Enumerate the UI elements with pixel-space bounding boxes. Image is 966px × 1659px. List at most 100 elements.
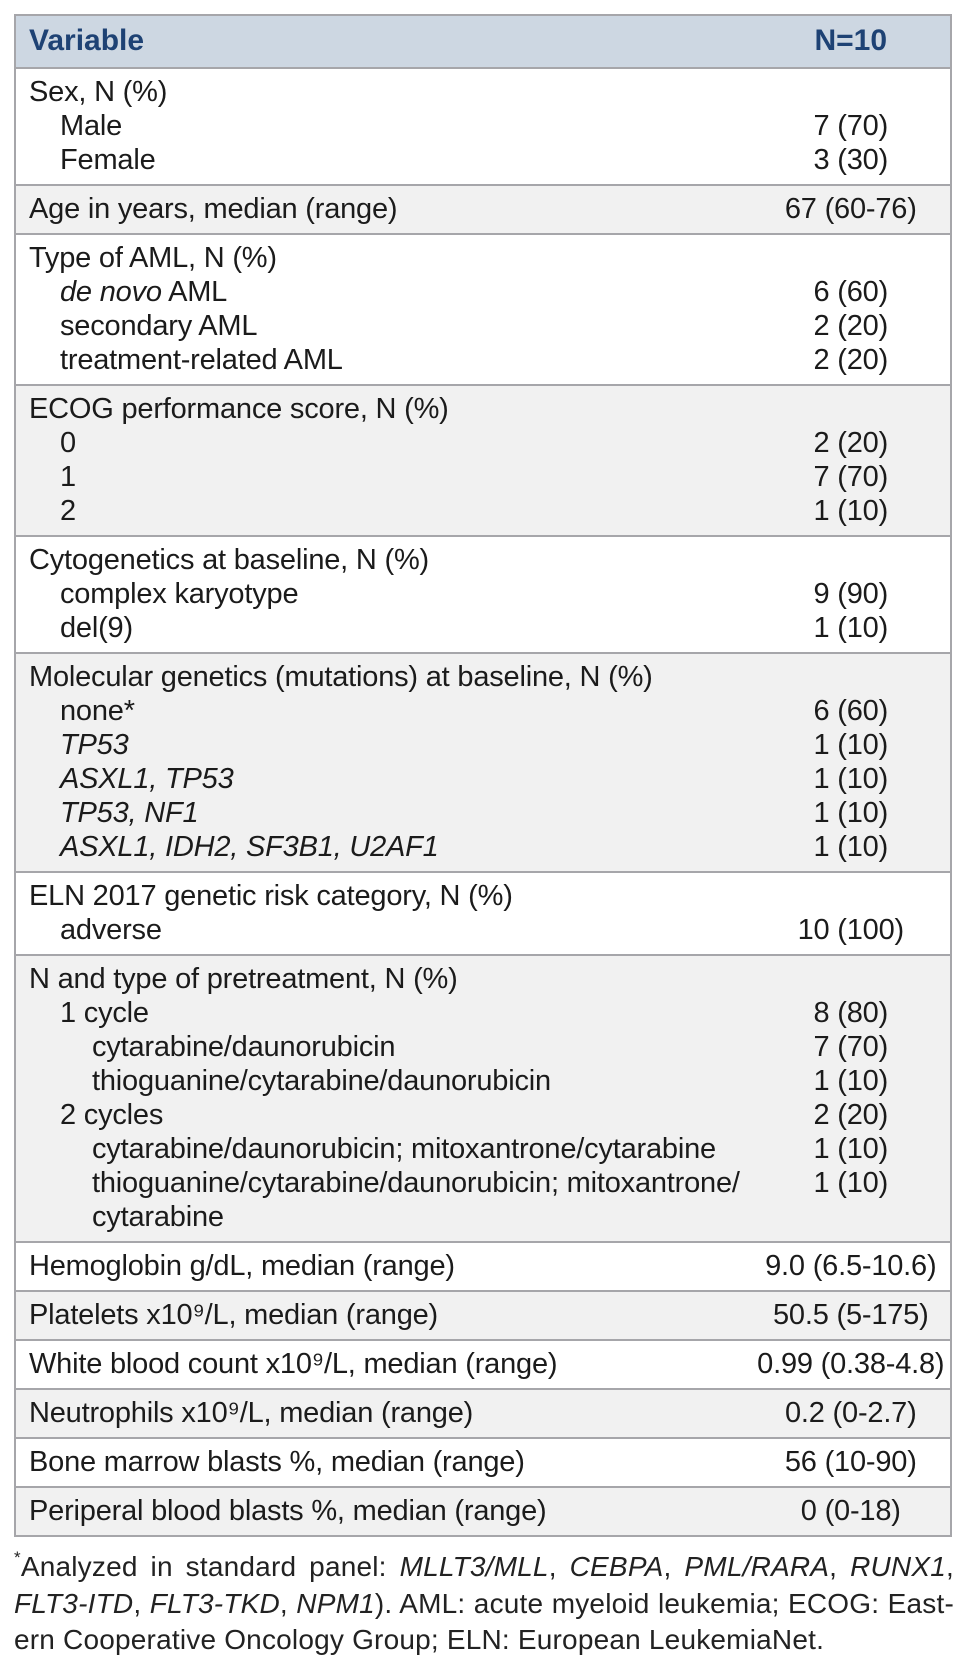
table-row: complex karyotype 9 (90) xyxy=(15,577,951,611)
row-value: 7 (70) xyxy=(751,460,951,494)
text: Bone marrow blasts %, median (range) xyxy=(29,1446,525,1478)
row-value: 2 (20) xyxy=(751,426,951,460)
superscript-asterisk: * xyxy=(14,1548,21,1567)
row-value: 8 (80) xyxy=(751,996,951,1030)
row-value: 0.99 (0.38-4.8) xyxy=(751,1339,951,1389)
italic-text: ASXL1, IDH2, SF3B1, U2AF1 xyxy=(60,831,439,863)
row-value xyxy=(751,384,951,426)
table-row: treatment-related AML 2 (20) xyxy=(15,343,951,385)
text: , xyxy=(133,1587,150,1619)
italic-text: de novo xyxy=(60,276,162,308)
table-row: TP53 1 (10) xyxy=(15,728,951,762)
row-value: 1 (10) xyxy=(751,1166,951,1242)
text: Molecular genetics (mutations) at baseli… xyxy=(29,661,653,693)
row-label: adverse xyxy=(15,913,752,955)
row-label: 0 xyxy=(15,426,752,460)
text: Hemoglobin g/dL, median (range) xyxy=(29,1250,455,1282)
text: ELN 2017 genetic risk category, N (%) xyxy=(29,880,513,912)
italic-text: PML/RARA xyxy=(684,1551,830,1582)
table-row: Age in years, median (range) 67 (60-76) xyxy=(15,184,951,234)
row-value xyxy=(751,652,951,694)
row-value: 67 (60-76) xyxy=(751,184,951,234)
table-row: 2 1 (10) xyxy=(15,494,951,536)
text: ). AML: acute myeloid leukemia; ECOG: Ea… xyxy=(374,1587,954,1619)
table-row: ASXL1, TP53 1 (10) xyxy=(15,762,951,796)
row-label: cytarabine/daunorubicin; mitoxantrone/cy… xyxy=(15,1132,752,1166)
table-row: Neutrophils x10⁹/L, median (range) 0.2 (0… xyxy=(15,1388,951,1438)
table-row: Bone marrow blasts %, median (range) 56 (… xyxy=(15,1437,951,1487)
table-row: del(9) 1 (10) xyxy=(15,611,951,653)
table-row: 1 cycle 8 (80) xyxy=(15,996,951,1030)
column-header-variable: Variable xyxy=(15,15,752,68)
row-value: 2 (20) xyxy=(751,309,951,343)
row-value xyxy=(751,233,951,275)
row-label: 2 cycles xyxy=(15,1098,752,1132)
row-label: White blood count x10⁹/L, median (range) xyxy=(15,1339,752,1389)
italic-text: NPM1 xyxy=(296,1587,375,1619)
row-label: Male xyxy=(15,109,752,143)
table-row: Hemoglobin g/dL, median (range) 9.0 (6.5-… xyxy=(15,1241,951,1291)
text: cytarabine/daunorubicin; mitoxantrone/cy… xyxy=(92,1133,716,1165)
table-row: Cytogenetics at baseline, N (%) xyxy=(15,535,951,577)
row-value: 1 (10) xyxy=(751,1132,951,1166)
text: del(9) xyxy=(60,612,133,644)
table-row: Sex, N (%) xyxy=(15,67,951,109)
text: 1 xyxy=(60,461,76,493)
row-label: 2 xyxy=(15,494,752,536)
row-value: 6 (60) xyxy=(751,275,951,309)
row-value: 3 (30) xyxy=(751,143,951,185)
row-label: Age in years, median (range) xyxy=(15,184,752,234)
row-value: 0.2 (0-2.7) xyxy=(751,1388,951,1438)
table-row: cytarabine/daunorubicin 7 (70) xyxy=(15,1030,951,1064)
row-label: Hemoglobin g/dL, median (range) xyxy=(15,1241,752,1291)
row-label: ASXL1, TP53 xyxy=(15,762,752,796)
row-value: 10 (100) xyxy=(751,913,951,955)
table-row: ECOG performance score, N (%) xyxy=(15,384,951,426)
table-row: 1 7 (70) xyxy=(15,460,951,494)
row-value: 1 (10) xyxy=(751,611,951,653)
text: Platelets x10⁹/L, median (range) xyxy=(29,1299,439,1331)
footnote-line: FLT3-ITD, FLT3-TKD, NPM1). AML: acute my… xyxy=(14,1586,954,1623)
text: , xyxy=(829,1551,851,1582)
text: treatment-related AML xyxy=(60,344,343,376)
row-label: Bone marrow blasts %, median (range) xyxy=(15,1437,752,1487)
table-footnote: *Analyzed in standard panel: MLLT3/MLL, … xyxy=(14,1540,954,1659)
row-value: 7 (70) xyxy=(751,1030,951,1064)
row-label: ASXL1, IDH2, SF3B1, U2AF1 xyxy=(15,830,752,872)
text: White blood count x10⁹/L, median (range) xyxy=(29,1348,558,1380)
row-value: 1 (10) xyxy=(751,762,951,796)
text: Sex, N (%) xyxy=(29,76,168,108)
text: Type of AML, N (%) xyxy=(29,242,277,274)
row-label: Female xyxy=(15,143,752,185)
row-label: Molecular genetics (mutations) at baseli… xyxy=(15,652,752,694)
row-label: ELN 2017 genetic risk category, N (%) xyxy=(15,871,752,913)
text: N and type of pretreatment, N (%) xyxy=(29,963,458,995)
row-label: Sex, N (%) xyxy=(15,67,752,109)
text: , xyxy=(663,1551,685,1582)
text: Cytogenetics at baseline, N (%) xyxy=(29,544,429,576)
row-value: 56 (10-90) xyxy=(751,1437,951,1487)
table-row: N and type of pretreatment, N (%) xyxy=(15,954,951,996)
text: 2 xyxy=(60,495,76,527)
row-value: 2 (20) xyxy=(751,343,951,385)
italic-text: TP53 xyxy=(60,729,129,761)
row-value xyxy=(751,954,951,996)
row-value: 1 (10) xyxy=(751,728,951,762)
row-value: 1 (10) xyxy=(751,830,951,872)
table-row: ELN 2017 genetic risk category, N (%) xyxy=(15,871,951,913)
text: , xyxy=(548,1551,570,1582)
row-label: treatment-related AML xyxy=(15,343,752,385)
table-row: TP53, NF1 1 (10) xyxy=(15,796,951,830)
table-header: Variable N=10 xyxy=(15,15,951,68)
text: secondary AML xyxy=(60,310,258,342)
row-value: 2 (20) xyxy=(751,1098,951,1132)
text: 0 xyxy=(60,427,76,459)
text: Female xyxy=(60,144,156,176)
text: AML xyxy=(161,276,228,308)
italic-text: MLLT3/MLL xyxy=(399,1551,549,1582)
text: thioguanine/cytarabine/daunorubicin; mit… xyxy=(92,1167,740,1233)
italic-text: ASXL1, TP53 xyxy=(60,763,234,795)
text: ECOG performance score, N (%) xyxy=(29,393,449,425)
table-row: Male 7 (70) xyxy=(15,109,951,143)
row-value: 9.0 (6.5-10.6) xyxy=(751,1241,951,1291)
